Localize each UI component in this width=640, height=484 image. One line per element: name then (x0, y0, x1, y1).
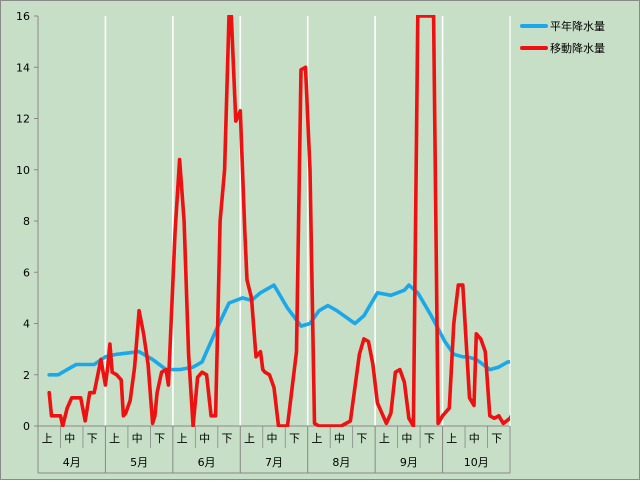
x-month-label: 7月 (265, 456, 283, 469)
y-tick-label: 10 (16, 164, 30, 177)
x-period-label: 上 (446, 432, 457, 445)
x-month-label: 8月 (332, 456, 350, 469)
x-period-label: 中 (64, 432, 75, 445)
x-period-label: 上 (379, 432, 390, 445)
series-group (47, 15, 510, 427)
x-period-label: 下 (154, 432, 165, 445)
x-period-label: 上 (244, 432, 255, 445)
x-period-label: 下 (356, 432, 367, 445)
x-month-label: 6月 (198, 456, 216, 469)
x-period-label: 中 (334, 432, 345, 445)
x-period-label: 上 (177, 432, 188, 445)
x-month-label: 5月 (130, 456, 148, 469)
legend-label: 移動降水量 (550, 41, 605, 55)
x-period-label: 下 (424, 432, 435, 445)
x-period-label: 中 (199, 432, 210, 445)
x-month-label: 4月 (63, 456, 81, 469)
x-month-label: 9月 (400, 456, 418, 469)
x-period-label: 上 (42, 432, 53, 445)
x-month-label: 10月 (464, 456, 489, 469)
y-tick-label: 0 (23, 420, 30, 433)
x-period-label: 上 (311, 432, 322, 445)
x-period-label: 中 (469, 432, 480, 445)
series-line-idou (47, 15, 510, 427)
y-tick-label: 16 (16, 10, 30, 23)
y-tick-label: 4 (23, 318, 30, 331)
y-tick-label: 8 (23, 215, 30, 228)
x-period-label: 下 (87, 432, 98, 445)
x-period-label: 中 (267, 432, 278, 445)
legend-label: 平年降水量 (550, 19, 605, 33)
x-period-label: 上 (109, 432, 120, 445)
axes: 0246810121416上中下4月上中下5月上中下6月上中下7月上中下8月上中… (16, 10, 511, 474)
x-period-label: 下 (222, 432, 233, 445)
y-tick-label: 6 (23, 266, 30, 279)
x-period-label: 下 (289, 432, 300, 445)
x-period-label: 中 (401, 432, 412, 445)
y-tick-label: 14 (16, 61, 30, 74)
x-period-label: 中 (132, 432, 143, 445)
y-tick-label: 2 (23, 369, 30, 382)
x-period-label: 下 (491, 432, 502, 445)
y-tick-label: 12 (16, 113, 30, 126)
